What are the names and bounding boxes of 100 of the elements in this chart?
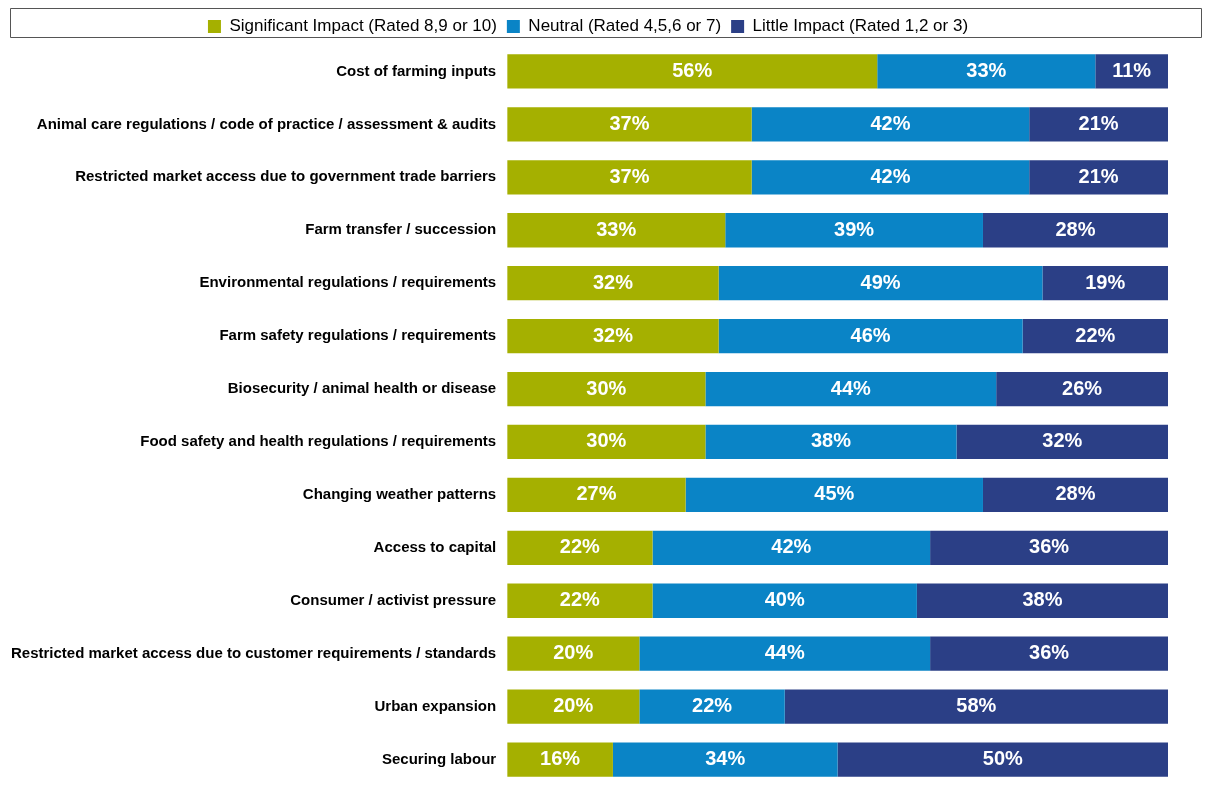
bar bbox=[930, 530, 1168, 565]
bar bbox=[507, 477, 686, 513]
data-label: 38% bbox=[810, 429, 852, 452]
data-label: 16% bbox=[540, 747, 581, 770]
data-label: 22% bbox=[559, 588, 601, 611]
y-tick-label: Urban expansion bbox=[374, 696, 497, 714]
data-label: 21% bbox=[1078, 111, 1119, 134]
data-label: 11% bbox=[1112, 58, 1152, 81]
bar bbox=[507, 160, 752, 195]
data-label: 49% bbox=[860, 270, 901, 293]
y-tick-label: Restricted market access due to customer requirements / standards bbox=[11, 643, 497, 661]
data-label: 44% bbox=[830, 376, 872, 399]
bar bbox=[718, 266, 1043, 301]
data-label: 20% bbox=[553, 694, 594, 717]
y-tick-label: Farm transfer / succession bbox=[305, 220, 497, 238]
data-label: 56% bbox=[672, 58, 713, 81]
bar bbox=[705, 371, 997, 407]
data-label: 36% bbox=[1029, 641, 1070, 664]
data-label: 39% bbox=[834, 217, 875, 240]
bar bbox=[751, 107, 1030, 142]
data-label: 37% bbox=[609, 164, 650, 187]
bar bbox=[1029, 107, 1168, 142]
y-tick-label: Restricted market access due to government trade barriers bbox=[75, 167, 497, 185]
bar bbox=[507, 54, 878, 89]
data-label: 32% bbox=[592, 323, 634, 346]
bar bbox=[507, 583, 653, 618]
bar bbox=[705, 424, 957, 460]
bar bbox=[507, 213, 726, 248]
data-label: 36% bbox=[1029, 535, 1070, 558]
bar bbox=[930, 636, 1168, 671]
bar bbox=[837, 742, 1168, 777]
bar bbox=[612, 742, 838, 777]
data-label: 20% bbox=[553, 641, 594, 664]
bar bbox=[685, 477, 983, 513]
data-label: 42% bbox=[870, 164, 911, 187]
bar bbox=[1042, 266, 1168, 301]
bar bbox=[996, 371, 1168, 407]
y-tick-label: Environmental regulations / requirements bbox=[199, 273, 497, 291]
data-label: 46% bbox=[850, 323, 891, 346]
bar bbox=[982, 477, 1168, 513]
legend-label: Little Impact (Rated 1,2 or 3) bbox=[752, 16, 969, 36]
bar bbox=[725, 213, 983, 248]
bar bbox=[652, 583, 917, 618]
bar bbox=[718, 318, 1023, 354]
bar bbox=[784, 689, 1168, 724]
bar bbox=[877, 54, 1096, 89]
bar bbox=[507, 742, 613, 777]
y-tick-label: Animal care regulations / code of practice / assessment & audits bbox=[36, 114, 497, 132]
bar bbox=[956, 424, 1168, 460]
data-label: 21% bbox=[1078, 164, 1119, 187]
bar bbox=[507, 318, 719, 354]
bar bbox=[507, 371, 706, 407]
bar bbox=[507, 530, 653, 565]
bar bbox=[751, 160, 1030, 195]
y-tick-label: Access to capital bbox=[373, 537, 497, 555]
bar bbox=[507, 266, 719, 301]
bar bbox=[507, 107, 752, 142]
bar bbox=[1022, 318, 1168, 354]
data-label: 19% bbox=[1085, 270, 1126, 293]
y-tick-label: Changing weather patterns bbox=[302, 485, 497, 503]
data-label: 30% bbox=[586, 376, 627, 399]
y-tick-label: Farm safety regulations / requirements bbox=[219, 326, 497, 344]
bar bbox=[652, 530, 931, 565]
data-label: 22% bbox=[1075, 323, 1116, 346]
data-label: 40% bbox=[764, 588, 805, 611]
data-label: 42% bbox=[870, 111, 911, 134]
data-label: 26% bbox=[1062, 376, 1103, 399]
data-label: 58% bbox=[956, 694, 997, 717]
data-label: 45% bbox=[814, 482, 855, 505]
bar bbox=[1029, 160, 1168, 195]
data-label: 32% bbox=[592, 270, 634, 293]
data-label: 33% bbox=[966, 58, 1007, 81]
data-label: 33% bbox=[596, 217, 637, 240]
data-label: 27% bbox=[576, 482, 617, 505]
y-tick-label: Cost of farming inputs bbox=[336, 61, 497, 79]
bar bbox=[639, 689, 785, 724]
bar bbox=[1095, 54, 1168, 89]
legend-label: Neutral (Rated 4,5,6 or 7) bbox=[528, 16, 722, 36]
data-label: 28% bbox=[1055, 217, 1096, 240]
y-tick-label: Consumer / activist pressure bbox=[290, 590, 497, 608]
y-tick-label: Biosecurity / animal health or disease bbox=[227, 379, 497, 397]
bar bbox=[916, 583, 1168, 618]
data-label: 50% bbox=[982, 747, 1024, 770]
data-label: 42% bbox=[771, 535, 812, 558]
data-label: 38% bbox=[1022, 588, 1063, 611]
bar bbox=[507, 689, 640, 724]
bar bbox=[982, 213, 1168, 248]
data-label: 28% bbox=[1055, 482, 1096, 505]
data-label: 34% bbox=[705, 747, 746, 770]
data-label: 22% bbox=[692, 694, 733, 717]
data-label: 30% bbox=[586, 429, 627, 452]
y-tick-label: Food safety and health regulations / requirements bbox=[140, 432, 497, 450]
bar bbox=[507, 636, 640, 671]
data-label: 32% bbox=[1042, 429, 1083, 452]
data-label: 44% bbox=[764, 641, 805, 664]
data-label: 37% bbox=[609, 111, 650, 134]
bar bbox=[507, 424, 706, 460]
data-label: 22% bbox=[559, 535, 601, 558]
y-tick-label: Securing labour bbox=[382, 749, 497, 767]
legend-label: Significant Impact (Rated 8,9 or 10) bbox=[229, 16, 497, 36]
